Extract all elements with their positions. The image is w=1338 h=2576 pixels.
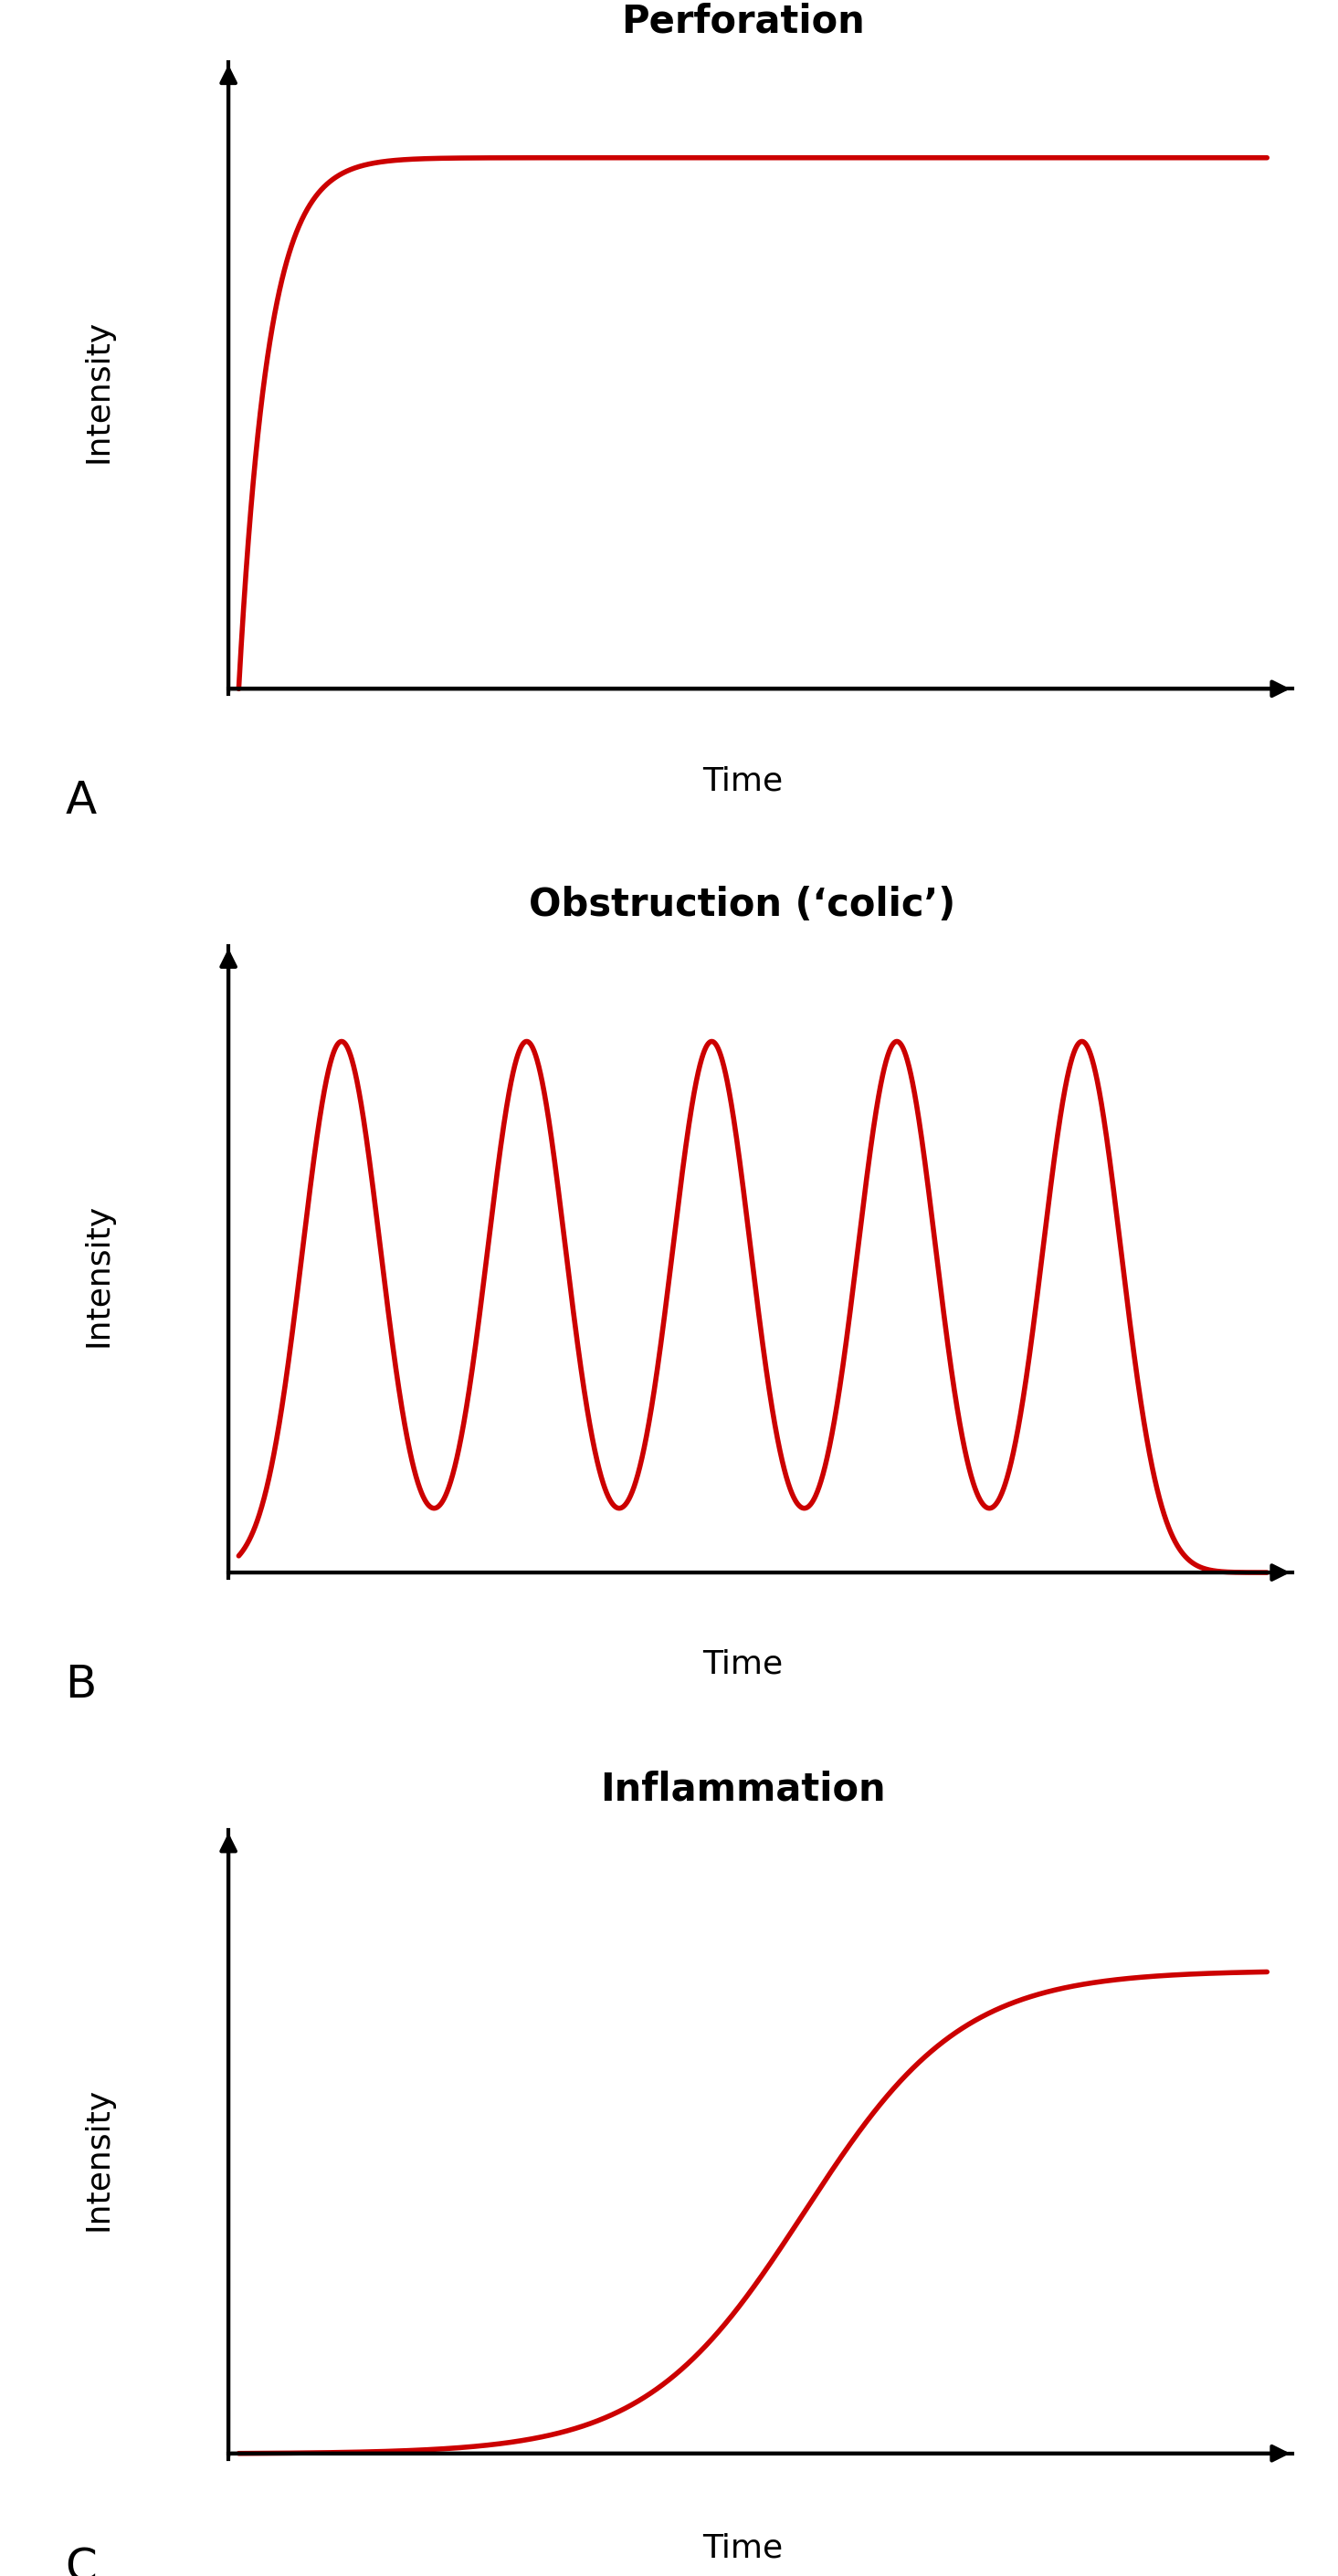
Title: Obstruction (‘colic’): Obstruction (‘colic’) (530, 886, 955, 925)
Text: Intensity: Intensity (83, 2087, 114, 2231)
Text: B: B (66, 1662, 96, 1705)
Text: A: A (66, 778, 96, 822)
Text: Time: Time (702, 1649, 783, 1680)
Title: Perforation: Perforation (621, 3, 864, 41)
Text: C: C (66, 2545, 98, 2576)
Text: Intensity: Intensity (83, 1203, 114, 1347)
Text: Time: Time (702, 2532, 783, 2563)
Text: Intensity: Intensity (83, 319, 114, 464)
Title: Inflammation: Inflammation (599, 1770, 886, 1808)
Text: Time: Time (702, 765, 783, 796)
